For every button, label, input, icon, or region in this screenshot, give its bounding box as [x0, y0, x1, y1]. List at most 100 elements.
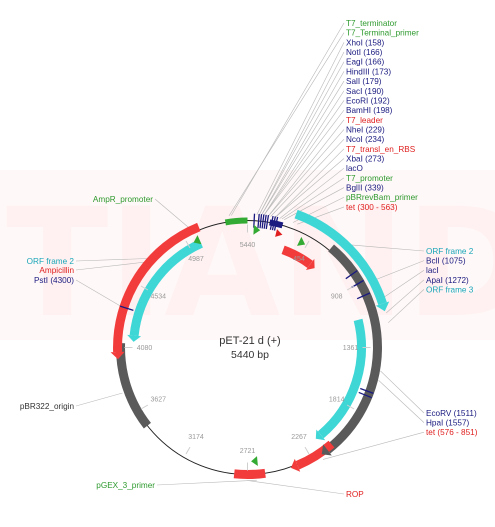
orf-frame-2-right-arc[interactable]	[294, 209, 387, 306]
feature-label[interactable]: SalI (179)	[346, 77, 382, 86]
plasmid-length: 5440 bp	[231, 349, 269, 361]
tick-label: 2721	[240, 448, 256, 455]
feature-label[interactable]: T7_leader	[346, 116, 383, 125]
feature-label[interactable]: BclI (1075)	[426, 257, 466, 266]
watermark-band	[0, 170, 495, 340]
leader-line	[263, 90, 345, 216]
leader-line	[75, 261, 146, 271]
leader-line	[380, 370, 425, 414]
tet-576-851-arc[interactable]	[295, 440, 335, 470]
feature-label[interactable]: EagI (166)	[346, 58, 385, 67]
feature-label[interactable]: pBRrevBam_primer	[346, 193, 418, 202]
feature-label[interactable]: lacO	[346, 164, 363, 173]
ampr-promoter-marker	[193, 235, 202, 245]
watermark: TIANDZ	[0, 170, 495, 351]
feature-label[interactable]: T7_transl_en_RBS	[346, 145, 416, 154]
feature-label[interactable]: PstI (4300)	[34, 276, 74, 285]
leader-line	[279, 167, 345, 219]
feature-label[interactable]: pGEX_3_primer	[96, 481, 155, 490]
rop-gene-arc[interactable]	[233, 468, 266, 479]
feature-label[interactable]: SacI (190)	[346, 87, 384, 96]
tick-label: 454	[293, 256, 305, 263]
restriction-site-mark	[271, 216, 276, 231]
feature-label[interactable]: BglII (339)	[346, 184, 384, 193]
leader-line	[274, 148, 345, 218]
leader-line	[268, 129, 345, 217]
leader-line	[284, 187, 345, 220]
leader-line	[231, 22, 345, 216]
feature-label[interactable]: tet (300 - 563)	[346, 203, 398, 212]
leader-line	[378, 379, 425, 423]
leader-line	[263, 100, 345, 216]
leader-line	[346, 244, 425, 252]
feature-label[interactable]: NotI (166)	[346, 48, 383, 57]
feature-label[interactable]: ORF frame 3	[426, 285, 474, 294]
leader-line	[247, 480, 345, 495]
leader-line	[275, 158, 345, 218]
feature-label[interactable]: HindIII (173)	[346, 67, 391, 76]
feature-label[interactable]: ApaI (1272)	[426, 276, 469, 285]
tet-300-563-arc[interactable]	[281, 245, 313, 269]
restriction-site-mark	[358, 391, 372, 399]
orf-frame-3-right-arc[interactable]	[317, 318, 366, 439]
position-ticks: 5440 454 908 1361 1814 2267 2721 3174 3627 4080 45…	[124, 224, 371, 471]
leader-line	[281, 177, 345, 220]
ampicillin-arc[interactable]	[113, 222, 201, 353]
leader-line	[263, 109, 345, 216]
feature-label[interactable]: NcoI (234)	[346, 135, 384, 144]
restriction-site-mark	[263, 214, 267, 229]
feature-label[interactable]: lacI	[426, 266, 439, 275]
primer-promoter-arrows	[110, 224, 390, 472]
tick-mark	[304, 240, 310, 249]
leader-line	[261, 80, 345, 216]
feature-label[interactable]: BamHI (198)	[346, 106, 393, 115]
feature-label[interactable]: Ampicillin	[39, 266, 74, 275]
pbr322-origin-arc[interactable]	[116, 342, 151, 429]
orf-frame-2-left-arc[interactable]	[129, 239, 203, 337]
feature-label[interactable]: AmpR_promoter	[93, 195, 153, 204]
leader-line	[228, 32, 345, 216]
feature-label[interactable]: XhoI (158)	[346, 38, 385, 47]
tick-mark	[346, 285, 355, 291]
tick-label: 2267	[291, 434, 307, 441]
feature-label[interactable]: tet (576 - 851)	[426, 428, 478, 437]
leader-line	[75, 279, 122, 307]
feature-label[interactable]: EcoRI (192)	[346, 96, 390, 105]
tet-300-563-arrowhead	[305, 258, 315, 270]
feature-label[interactable]: ORF frame 2	[27, 257, 75, 266]
leader-line	[75, 258, 149, 262]
restriction-site-mark	[119, 305, 134, 312]
feature-label[interactable]: T7_Terminal_primer	[346, 29, 419, 38]
leader-line	[154, 198, 190, 229]
t7-terminator-arc[interactable]	[224, 217, 248, 226]
laci-gene-arc[interactable]	[324, 244, 382, 454]
restriction-site-mark	[261, 214, 265, 229]
restriction-site-mark	[360, 387, 374, 394]
tick-label: 4534	[151, 294, 167, 301]
tet-576-851-arrowhead	[290, 458, 301, 472]
feature-label[interactable]: HpaI (1557)	[426, 419, 470, 428]
ampicillin-arrowhead	[110, 351, 125, 360]
feature-label[interactable]: XbaI (273)	[346, 155, 385, 164]
restriction-site-mark	[257, 213, 260, 229]
tick-mark	[346, 404, 355, 410]
tick-label: 3174	[188, 434, 204, 441]
leader-line	[258, 51, 345, 216]
restriction-site-mark	[356, 292, 371, 300]
feature-label[interactable]: T7_promoter	[346, 174, 393, 183]
restriction-site-mark	[345, 270, 358, 280]
tick-mark	[140, 285, 149, 291]
leader-line	[156, 479, 257, 486]
tick-mark	[140, 404, 149, 410]
restriction-site-mark	[259, 214, 263, 229]
feature-label[interactable]: ROP	[346, 490, 364, 499]
feature-label[interactable]: EcoRV (1511)	[426, 409, 477, 418]
laci-arrowhead	[321, 444, 332, 456]
feature-label[interactable]: NheI (229)	[346, 125, 385, 134]
feature-label[interactable]: ORF frame 2	[426, 247, 474, 256]
feature-label[interactable]: pBR322_origin	[20, 402, 75, 411]
feature-label[interactable]: T7_terminator	[346, 19, 397, 28]
